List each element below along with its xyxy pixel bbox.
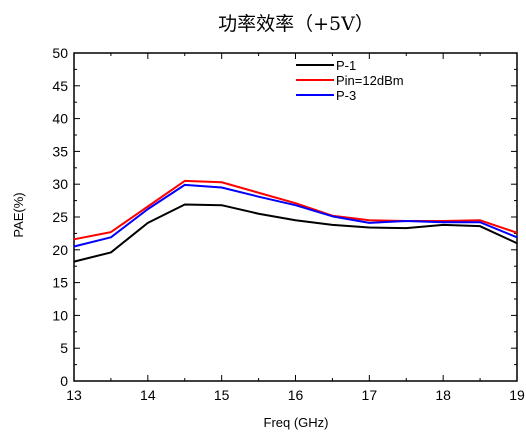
y-tick-label: 0 xyxy=(60,373,68,389)
y-tick-label: 40 xyxy=(52,111,68,127)
x-axis-label: Freq (GHz) xyxy=(264,415,329,430)
y-tick-label: 45 xyxy=(52,78,68,94)
y-ticks: 0 5 10 15 20 25 30 35 40 45 50 xyxy=(52,45,517,389)
legend-label: Pin=12dBm xyxy=(336,73,404,88)
y-tick-label: 30 xyxy=(52,176,68,192)
x-tick-label: 18 xyxy=(435,387,451,403)
y-tick-label: 50 xyxy=(52,45,68,61)
series-line-3 xyxy=(73,183,518,248)
chart-title: 功率效率（+5V） xyxy=(218,13,374,35)
y-tick-label: 5 xyxy=(60,340,68,356)
x-tick-label: 17 xyxy=(362,387,378,403)
legend-label: P-1 xyxy=(336,58,356,73)
series-line-2 xyxy=(73,179,518,241)
x-tick-label: 13 xyxy=(66,387,82,403)
y-tick-label: 10 xyxy=(52,307,68,323)
x-tick-label: 19 xyxy=(509,387,525,403)
y-tick-label: 15 xyxy=(52,275,68,291)
plot-area xyxy=(73,52,518,382)
y-tick-label: 35 xyxy=(52,143,68,159)
y-tick-label: 20 xyxy=(52,242,68,258)
series-line-1 xyxy=(73,203,518,263)
plot-frame xyxy=(73,52,518,382)
series-layer xyxy=(73,179,518,263)
x-tick-label: 16 xyxy=(288,387,304,403)
y-tick-label: 25 xyxy=(52,209,68,225)
x-tick-label: 14 xyxy=(140,387,156,403)
x-tick-label: 15 xyxy=(214,387,230,403)
legend-label: P-3 xyxy=(336,88,356,103)
x-ticks: 13 14 15 16 17 18 19 xyxy=(66,53,525,403)
y-axis-label: PAE(%) xyxy=(11,192,26,237)
